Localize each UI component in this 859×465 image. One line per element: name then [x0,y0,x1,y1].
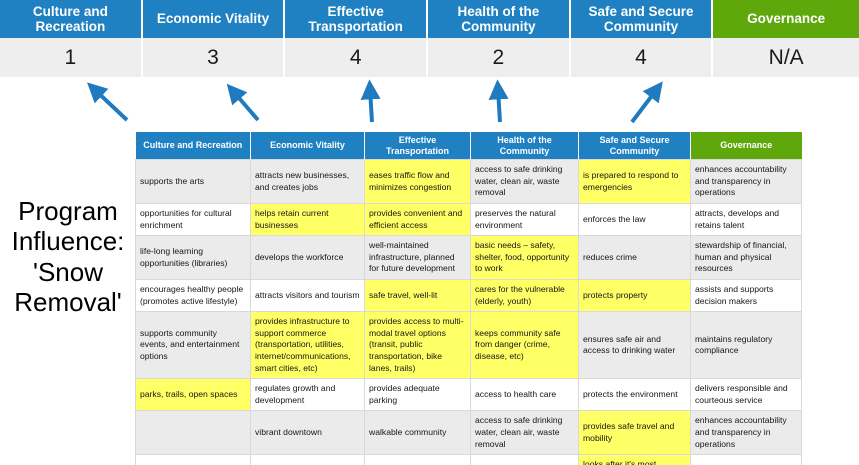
matrix-cell: encourages healthy people (promotes acti… [135,278,251,313]
table-row: opportunities for cultural enrichment hel… [135,202,802,237]
matrix-cell: eases traffic flow and minimizes congest… [364,159,471,204]
table-row: looks after it's most vulnerable [135,454,802,465]
matrix-cell [135,410,251,456]
matrix-cell: vibrant downtown [250,410,365,456]
matrix-cell: supports community events, and entertain… [135,311,251,380]
matrix-cell: stewardship of financial, human and phys… [690,235,802,280]
table-row: supports community events, and entertain… [135,311,802,380]
matrix-cell: provides convenient and efficient access [364,202,471,237]
matrix-header-cell: Culture and Recreation [135,132,251,160]
matrix-cell: access to safe drinking water, clean air… [470,410,579,456]
banner-column-value: 4 [285,38,429,77]
matrix-cell: enforces the law [578,202,691,237]
program-influence-caption: Program Influence: 'Snow Removal' [11,196,125,318]
table-row: encourages healthy people (promotes acti… [135,278,802,313]
banner-column-label: Governance [713,0,859,38]
banner-column: Economic Vitality 3 [142,0,286,77]
matrix-cell: delivers responsible and courteous servi… [690,378,802,412]
table-row: supports the arts attracts new businesses… [135,159,802,204]
matrix-cell: helps retain current businesses [250,202,365,237]
matrix-cell: walkable community [364,410,471,456]
matrix-cell: provides infrastructure to support comme… [250,311,365,380]
table-row: parks, trails, open spaces regulates grow… [135,378,802,412]
priority-banner: Culture and Recreation 1 Economic Vitality… [0,0,859,77]
matrix-cell: maintains regulatory compliance [690,311,802,380]
matrix-cell: basic needs – safety, shelter, food, opp… [470,235,579,280]
matrix-cell: assists and supports decision makers [690,278,802,313]
banner-column-value: 4 [570,38,714,77]
banner-column-value: 3 [142,38,286,77]
banner-column: Effective Transportation 4 [285,0,429,77]
matrix-cell: opportunities for cultural enrichment [135,202,251,237]
banner-column-value: 1 [0,38,143,77]
matrix-header-cell: Governance [690,132,802,160]
matrix-cell: access to health care [470,378,579,412]
matrix-header-cell: Safe and Secure Community [578,132,691,160]
matrix-cell: regulates growth and development [250,378,365,412]
matrix-cell: enhances accountability and transparency… [690,159,802,204]
matrix-cell: preserves the natural environment [470,202,579,237]
table-row: vibrant downtown walkable community access… [135,410,802,456]
matrix-cell: safe travel, well-lit [364,278,471,313]
matrix-header-row: Culture and Recreation Economic Vitality E… [135,132,802,160]
matrix-cell: provides safe travel and mobility [578,410,691,456]
matrix-cell: supports the arts [135,159,251,204]
matrix-cell: attracts visitors and tourism [250,278,365,313]
matrix-cell: provides adequate parking [364,378,471,412]
banner-column: Culture and Recreation 1 [0,0,143,77]
banner-column: Safe and Secure Community 4 [570,0,714,77]
matrix-body: supports the arts attracts new businesses… [135,159,802,465]
arrow-economic-vitality [226,83,260,122]
matrix-cell [250,454,365,465]
matrix-header-cell: Health of the Community [470,132,579,160]
arrow-culture-recreation [87,82,129,122]
matrix-header-cell: Economic Vitality [250,132,365,160]
matrix-cell: cares for the vulnerable (elderly, youth… [470,278,579,313]
matrix-cell: looks after it's most vulnerable [578,454,691,465]
banner-column-label: Safe and Secure Community [570,0,714,38]
matrix-cell [364,454,471,465]
matrix-cell: reduces crime [578,235,691,280]
banner-column-label: Economic Vitality [142,0,286,38]
arrow-safe-secure-community [630,81,663,124]
table-row: life-long learning opportunities (librar… [135,235,802,280]
matrix-cell: enhances accountability and transparency… [690,410,802,456]
banner-column: Health of the Community 2 [428,0,571,77]
matrix-cell: life-long learning opportunities (librar… [135,235,251,280]
banner-column-value: 2 [428,38,571,77]
matrix-header-cell: Effective Transportation [364,132,471,160]
banner-column: Governance N/A [713,0,859,77]
matrix-cell: attracts, develops and retains talent [690,202,802,237]
matrix-cell [470,454,579,465]
matrix-cell: develops the workforce [250,235,365,280]
matrix-cell: access to safe drinking water, clean air… [470,159,579,204]
matrix-cell: attracts new businesses, and creates job… [250,159,365,204]
matrix-cell: well-maintained infrastructure, planned … [364,235,471,280]
matrix-cell: ensures safe air and access to drinking … [578,311,691,380]
matrix-cell: protects the environment [578,378,691,412]
matrix-cell [135,454,251,465]
banner-column-label: Culture and Recreation [0,0,143,38]
matrix-cell [690,454,802,465]
banner-column-value: N/A [713,38,859,77]
arrow-health-of-community [488,79,509,123]
banner-column-label: Health of the Community [428,0,571,38]
matrix-cell: is prepared to respond to emergencies [578,159,691,204]
banner-column-label: Effective Transportation [285,0,429,38]
matrix-cell: parks, trails, open spaces [135,378,251,412]
arrow-effective-transportation [360,79,381,123]
matrix-cell: provides access to multi-modal travel op… [364,311,471,380]
matrix-cell: protects property [578,278,691,313]
priority-matrix-table: Culture and Recreation Economic Vitality E… [135,132,802,465]
matrix-cell: keeps community safe from danger (crime,… [470,311,579,380]
arrow-layer [87,79,663,124]
